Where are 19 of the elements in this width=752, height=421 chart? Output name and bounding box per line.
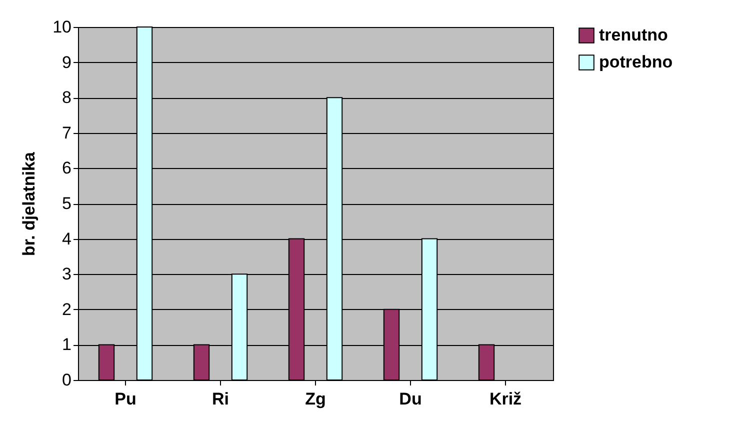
x-tick-label: Pu <box>114 390 136 408</box>
y-tick-label: 4 <box>62 229 72 248</box>
y-tick-label: 7 <box>62 123 72 142</box>
x-tick-label: Zg <box>305 390 326 408</box>
y-tick-label: 2 <box>62 300 72 319</box>
x-tick-label: Du <box>399 390 422 408</box>
y-tick-label: 0 <box>62 370 72 390</box>
legend-label: potrebno <box>599 52 673 72</box>
y-tick-label: 1 <box>62 335 72 354</box>
y-tick-label: 10 <box>52 18 72 36</box>
y-tick-label: 6 <box>62 158 72 178</box>
y-tick-label: 8 <box>62 88 72 108</box>
legend-label: trenutno <box>599 26 668 44</box>
y-tick-label: 5 <box>62 194 72 213</box>
y-axis-title: br. djelatnika <box>20 152 39 256</box>
y-tick-label: 3 <box>62 264 72 284</box>
y-tick-label: 9 <box>62 52 72 72</box>
x-tick-label: Ri <box>212 390 229 408</box>
x-tick-label: Križ <box>489 390 522 408</box>
